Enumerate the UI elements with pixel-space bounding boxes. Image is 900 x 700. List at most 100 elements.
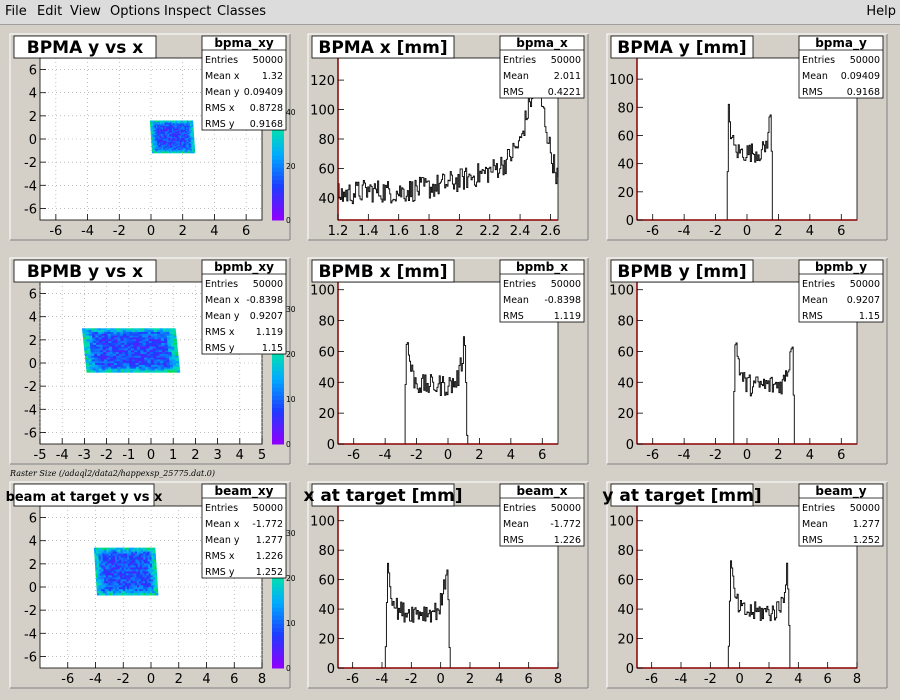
heatmap-cell [174, 127, 177, 129]
heatmap-cell [186, 133, 189, 136]
heatmap-cell [132, 363, 136, 366]
heatmap-cell [168, 125, 171, 128]
heatmap-cell [170, 131, 173, 134]
root-canvas[interactable]: 0 20 40 -6 -4 -2 0 2 4 6 -6 -4 -2 0 2 4 6 BPMA y vs x bpma… [0, 26, 900, 700]
palette-cell [272, 647, 284, 653]
heatmap-cell [133, 344, 138, 348]
heatmap-cell [118, 346, 122, 349]
heatmap-cell [92, 368, 97, 371]
heatmap-cell [158, 124, 161, 127]
heatmap-cell [156, 328, 161, 331]
heatmap-cell [191, 139, 193, 142]
heatmap-cell [101, 575, 105, 578]
menu-edit[interactable]: Edit [37, 4, 63, 19]
heatmap-cell [152, 121, 155, 124]
heatmap-cell [182, 121, 185, 124]
heatmap-cell [125, 355, 129, 358]
heatmap-cell [171, 353, 176, 357]
heatmap-cell [176, 366, 180, 369]
heatmap-cell [88, 355, 92, 358]
heatmap-cell [167, 144, 170, 147]
heatmap-cell [147, 557, 150, 560]
heatmap-cell [151, 142, 154, 144]
heatmap-cell [109, 573, 113, 576]
heatmap-cell [94, 353, 98, 357]
heatmap-cell [113, 361, 118, 364]
heatmap-cell [115, 571, 119, 574]
menu-inspect[interactable]: Inspect [164, 4, 212, 19]
heatmap-cell [188, 146, 191, 148]
heatmap-cell [116, 361, 121, 364]
heatmap-cell [191, 125, 194, 128]
heatmap-cell [142, 577, 146, 580]
heatmap-cell [104, 555, 108, 558]
menu-help[interactable]: Help [866, 4, 896, 19]
heatmap-cell [179, 129, 181, 132]
heatmap-cell [178, 121, 181, 124]
heatmap-cell [142, 344, 147, 348]
heatmap-cell [152, 352, 157, 355]
heatmap-cell [126, 585, 130, 588]
heatmap-cell [127, 591, 130, 594]
heatmap-cell [93, 344, 97, 348]
heatmap-cell [169, 133, 172, 136]
heatmap-cell [135, 567, 139, 570]
heatmap-cell [178, 140, 181, 143]
heatmap-cell [164, 341, 168, 344]
heatmap-cell [189, 136, 192, 139]
heatmap-cell [151, 342, 156, 346]
heatmap-cell [144, 363, 149, 366]
heatmap-cell [176, 368, 180, 371]
heatmap-cell [155, 344, 159, 348]
menu-options[interactable]: Options [110, 4, 161, 19]
heatmap-cell [107, 337, 112, 340]
menu-file[interactable]: File [5, 4, 27, 19]
heatmap-cell [163, 331, 167, 335]
heatmap-cell [114, 579, 117, 582]
heatmap-cell [176, 151, 179, 154]
heatmap-cell [192, 136, 195, 139]
heatmap-cell [155, 120, 158, 123]
palette-cell [272, 143, 284, 148]
heatmap-cell [107, 569, 111, 572]
heatmap-cell [110, 359, 114, 362]
menu-classes[interactable]: Classes [217, 4, 266, 19]
heatmap-cell [116, 551, 120, 554]
heatmap-cell [148, 339, 153, 342]
heatmap-cell [86, 370, 91, 373]
heatmap-cell [90, 348, 94, 351]
menu-view[interactable]: View [70, 4, 101, 19]
heatmap-cell [159, 131, 162, 134]
heatmap-cell [108, 339, 112, 342]
heatmap-cell [100, 328, 105, 331]
y-tick-label: 60 [617, 574, 634, 589]
heatmap-cell [132, 549, 136, 553]
heatmap-cell [147, 587, 150, 590]
heatmap-cell [171, 348, 175, 351]
palette-cell [272, 587, 284, 592]
heatmap-cell [159, 139, 162, 142]
heatmap-cell [109, 355, 114, 358]
stats-label: Mean [503, 519, 529, 530]
heatmap-cell [146, 567, 149, 570]
heatmap-cell [135, 333, 139, 337]
